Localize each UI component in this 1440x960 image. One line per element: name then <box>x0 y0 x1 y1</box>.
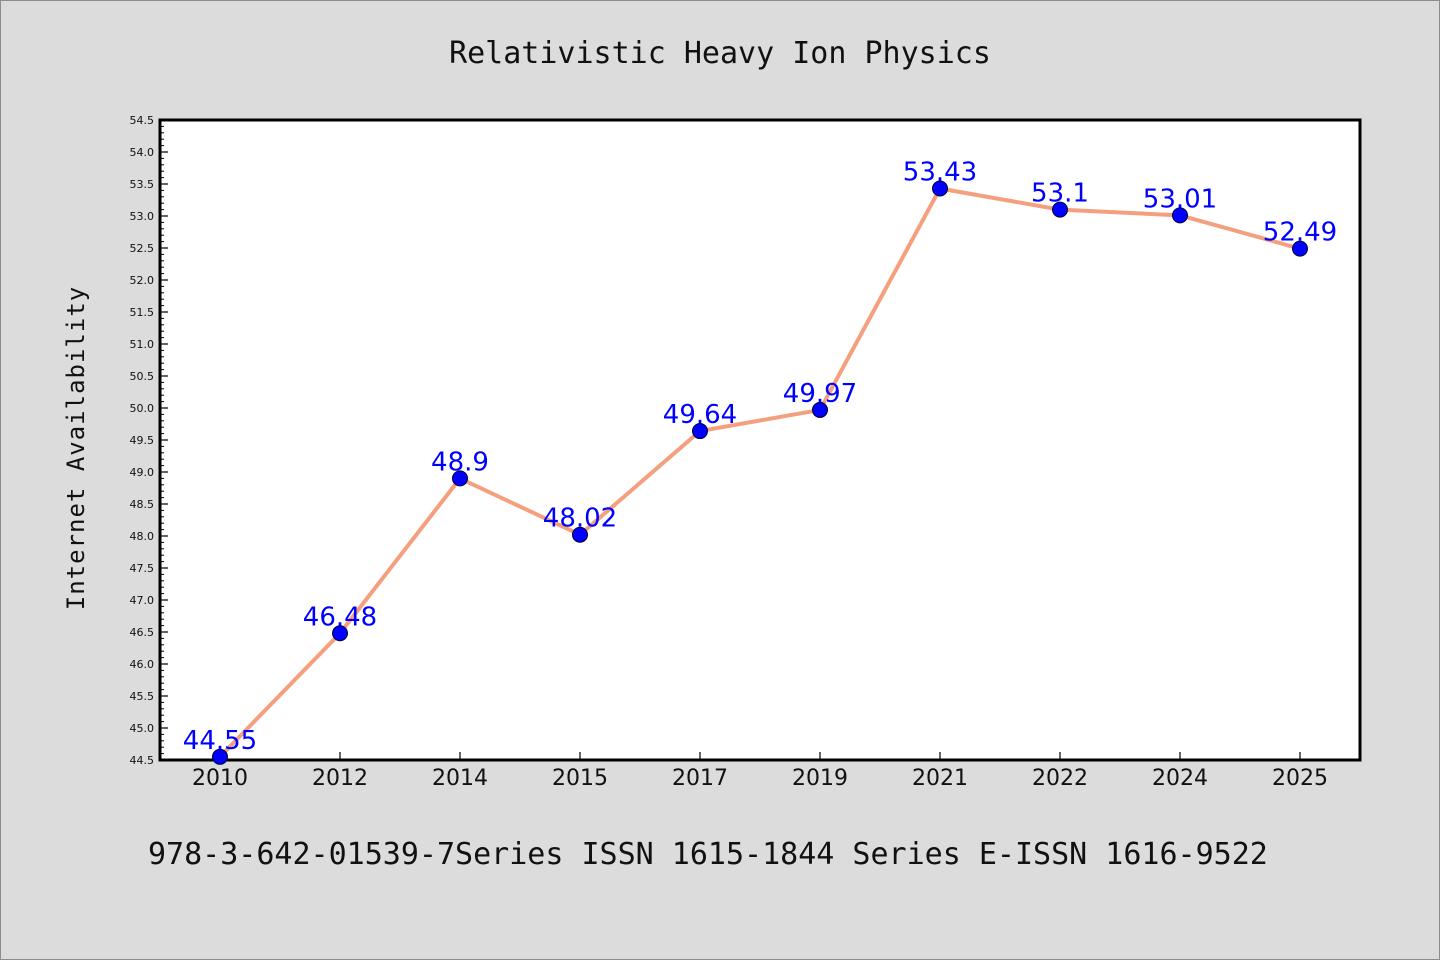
y-tick-label: 48.0 <box>130 530 155 543</box>
x-tick-label: 2025 <box>1272 766 1328 791</box>
y-tick-label: 48.5 <box>130 498 155 511</box>
data-label: 48.02 <box>543 504 617 534</box>
data-point <box>1292 240 1308 257</box>
data-label: 46.48 <box>303 602 377 632</box>
y-tick-label: 54.0 <box>130 146 155 159</box>
y-tick-label: 45.0 <box>130 722 155 735</box>
y-tick-label: 51.5 <box>130 306 155 319</box>
y-tick-label: 52.0 <box>130 274 155 287</box>
data-point <box>1052 201 1068 218</box>
y-axis: 44.5 45.0 45.5 46.0 46.5 47.0 47.5 48.0 48.5 49.0… <box>130 114 168 767</box>
y-tick-label: 44.5 <box>130 754 155 767</box>
data-label: 49.64 <box>663 400 737 430</box>
data-point <box>572 526 588 543</box>
y-tick-label: 51.0 <box>130 338 155 351</box>
series-layer <box>218 186 1302 759</box>
y-tick-label: 52.5 <box>130 242 155 255</box>
y-tick-label: 50.0 <box>130 402 155 415</box>
data-label: 48.9 <box>431 447 489 477</box>
y-axis-label: Internet Availability <box>62 286 90 610</box>
y-tick-label: 53.0 <box>130 210 155 223</box>
data-point <box>1172 207 1188 224</box>
data-label: 49.97 <box>783 379 857 409</box>
x-tick-label: 2010 <box>192 766 248 791</box>
data-point <box>812 401 828 418</box>
y-tick-label: 49.5 <box>130 434 155 447</box>
y-tick-label: 47.0 <box>130 594 155 607</box>
series-line <box>218 186 1302 759</box>
data-point <box>332 625 348 642</box>
y-tick-label: 50.5 <box>130 370 155 383</box>
chart-title: Relativistic Heavy Ion Physics <box>449 36 991 71</box>
x-tick-label: 2012 <box>312 766 368 791</box>
data-label: 52.49 <box>1263 218 1337 248</box>
x-tick-label: 2015 <box>552 766 608 791</box>
x-tick-label: 2022 <box>1032 766 1088 791</box>
data-point <box>932 180 948 197</box>
data-label: 53.01 <box>1143 184 1217 214</box>
y-tick-label: 46.0 <box>130 658 155 671</box>
x-tick-label: 2019 <box>792 766 848 791</box>
data-label: 53.43 <box>903 157 977 187</box>
data-point <box>452 470 468 487</box>
data-label: 53.1 <box>1031 179 1089 209</box>
plot-area <box>158 118 1362 762</box>
data-point <box>212 748 228 765</box>
data-label: 44.55 <box>183 726 257 756</box>
isbn-footer: 978-3-642-01539-7Series ISSN 1615-1844 S… <box>148 837 1268 872</box>
x-tick-label: 2024 <box>1152 766 1208 791</box>
data-point <box>692 423 708 440</box>
y-tick-label: 45.5 <box>130 690 155 703</box>
x-tick-label: 2021 <box>912 766 968 791</box>
markers-layer <box>212 180 1308 765</box>
y-tick-label: 47.5 <box>130 562 155 575</box>
x-axis: 2010 2012 2014 2015 2017 2019 2021 2022 2024 2025 <box>192 752 1328 791</box>
data-labels-layer: 44.55 46.48 48.9 48.02 49.64 49.97 53.43 53.1 53… <box>183 157 1337 755</box>
x-tick-label: 2017 <box>672 766 728 791</box>
y-tick-label: 49.0 <box>130 466 155 479</box>
y-tick-label: 54.5 <box>130 114 155 127</box>
x-tick-label: 2014 <box>432 766 488 791</box>
y-tick-label: 53.5 <box>130 178 155 191</box>
y-tick-label: 46.5 <box>130 626 155 639</box>
